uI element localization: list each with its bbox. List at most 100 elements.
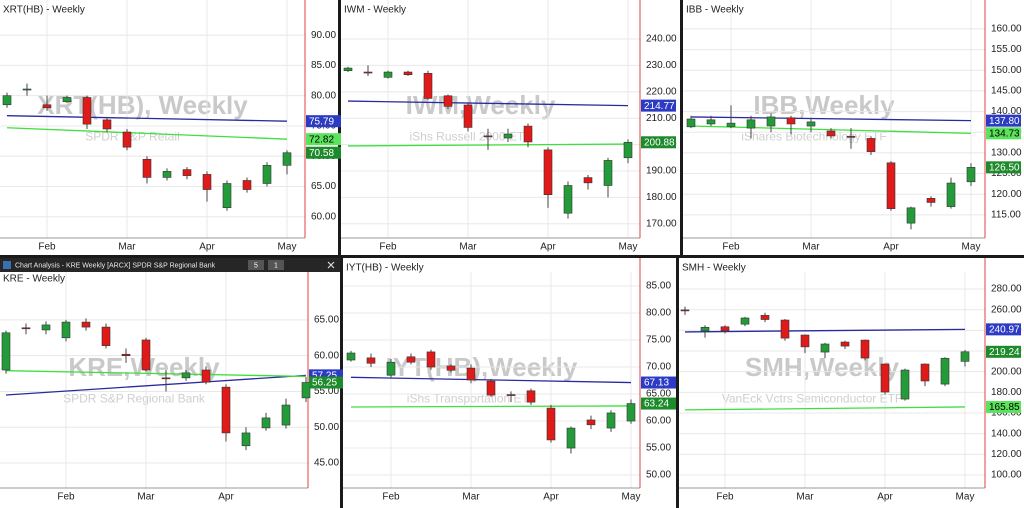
candle-body xyxy=(222,183,232,209)
y-tick-label: 60.00 xyxy=(314,350,339,361)
candle-body xyxy=(680,309,690,312)
candle-body xyxy=(443,95,453,107)
moving-average xyxy=(5,374,307,396)
candle-body xyxy=(686,118,696,128)
x-tick-label: Feb xyxy=(716,492,734,503)
candle-body xyxy=(346,352,356,361)
price-tag-label: 57.25 xyxy=(312,370,337,381)
y-tick-label: 190.00 xyxy=(646,166,677,177)
candle-body xyxy=(386,361,396,376)
y-tick-label: 65.00 xyxy=(311,181,336,192)
candle-body xyxy=(563,185,573,214)
chart: SMH,Weekly VanEck Vctrs Semiconductor ETF… xyxy=(679,258,1024,508)
price-tag xyxy=(986,345,1021,358)
button-label[interactable]: 1 xyxy=(274,262,278,269)
watermark: XRT(HB), Weekly xyxy=(37,90,248,120)
candle-body xyxy=(926,198,936,203)
candle-body xyxy=(526,390,536,403)
y-tick-label: 100.00 xyxy=(991,470,1022,481)
candle-body xyxy=(282,152,292,166)
chart-title: IBB - Weekly xyxy=(686,5,744,16)
candle-body xyxy=(241,432,251,447)
moving-average xyxy=(690,116,972,122)
candle-body xyxy=(700,326,710,332)
candle-body xyxy=(41,324,51,331)
price-tag xyxy=(986,114,1021,127)
y-tick-label: 280.00 xyxy=(991,284,1022,295)
y-tick-label: 80.00 xyxy=(646,308,671,319)
close-icon[interactable] xyxy=(327,261,335,269)
candle-body xyxy=(366,357,376,364)
candle-body xyxy=(603,160,613,186)
moving-average xyxy=(350,405,632,408)
button[interactable] xyxy=(268,260,284,270)
y-tick-label: 260.00 xyxy=(991,304,1022,315)
x-tick-label: Feb xyxy=(57,492,75,503)
price-tag xyxy=(986,323,1021,336)
y-tick-label: 155.00 xyxy=(991,44,1022,55)
button[interactable] xyxy=(248,260,264,270)
x-tick-label: Apr xyxy=(883,242,899,253)
candle-body xyxy=(21,327,31,330)
candle-body xyxy=(746,119,756,129)
price-tag-label: 219.24 xyxy=(989,347,1020,358)
candle-body xyxy=(463,104,473,128)
candle-body xyxy=(142,158,152,178)
candle-body xyxy=(242,180,252,190)
price-tag-label: 214.77 xyxy=(644,101,675,112)
candle-body xyxy=(720,326,730,332)
y-tick-label: 55.00 xyxy=(314,386,339,397)
candle-body xyxy=(726,122,736,127)
price-tag xyxy=(641,99,676,112)
app-icon xyxy=(3,261,11,269)
y-tick-label: 210.00 xyxy=(646,113,677,124)
x-tick-label: Mar xyxy=(462,492,480,503)
candle-body xyxy=(161,377,171,380)
y-tick-label: 70.00 xyxy=(646,362,671,373)
y-tick-label: 50.00 xyxy=(314,422,339,433)
window-title: Chart Analysis - KRE Weekly [ARCX] SPDR … xyxy=(15,262,216,269)
panel xyxy=(0,272,340,508)
candle-body xyxy=(261,417,271,429)
candle-body xyxy=(141,339,151,371)
y-tick-label: 125.00 xyxy=(991,168,1022,179)
x-tick-label: Apr xyxy=(218,492,234,503)
moving-average xyxy=(5,370,307,378)
moving-average xyxy=(684,406,966,411)
candle-body xyxy=(860,339,870,359)
price-tag xyxy=(306,115,341,128)
x-tick-label: Mar xyxy=(459,242,477,253)
panel xyxy=(0,0,338,255)
y-tick-label: 170.00 xyxy=(646,218,677,229)
price-tag xyxy=(306,133,341,146)
candle-body xyxy=(181,372,191,379)
y-tick-label: 85.00 xyxy=(646,281,671,292)
watermark-subtitle: iShs Russell 2000 ETF xyxy=(409,129,531,143)
price-tag-label: 126.50 xyxy=(989,162,1020,173)
y-tick-label: 90.00 xyxy=(311,30,336,41)
x-tick-label: Feb xyxy=(722,242,740,253)
y-tick-label: 65.00 xyxy=(646,389,671,400)
chart-title: XRT(HB) - Weekly xyxy=(3,5,85,16)
y-tick-label: 50.00 xyxy=(646,470,671,481)
watermark-subtitle: iShares Biotechnology ETF xyxy=(741,129,886,143)
button-label[interactable]: 5 xyxy=(254,262,258,269)
window-bar: Chart Analysis - KRE Weekly [ARCX] SPDR … xyxy=(0,258,340,272)
x-tick-label: May xyxy=(278,242,297,253)
candle-body xyxy=(446,365,456,371)
candle-body xyxy=(42,104,52,109)
candle-body xyxy=(606,412,616,429)
watermark-subtitle: VanEck Vctrs Semiconductor ETF xyxy=(722,391,903,405)
candle-body xyxy=(566,427,576,449)
candle-body xyxy=(846,136,856,138)
panel xyxy=(343,258,676,508)
x-tick-label: May xyxy=(619,242,638,253)
candle-body xyxy=(426,351,436,368)
price-tag-label: 165.85 xyxy=(989,402,1020,413)
y-tick-label: 140.00 xyxy=(991,106,1022,117)
candle-body xyxy=(102,119,112,130)
x-tick-label: Mar xyxy=(796,492,814,503)
candle-body xyxy=(523,125,533,143)
candle-body xyxy=(940,357,950,385)
